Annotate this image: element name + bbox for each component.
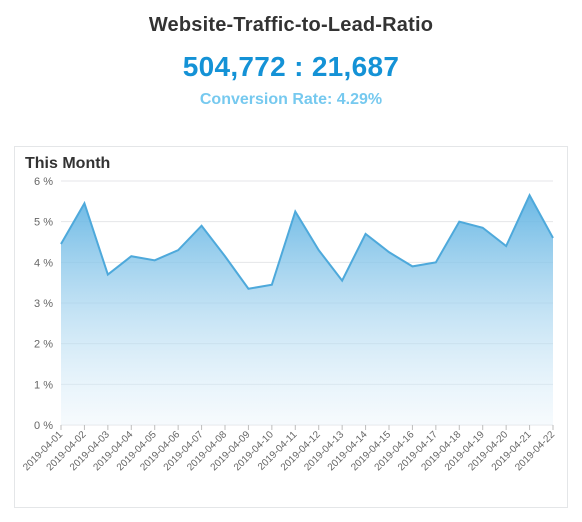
y-tick-label: 2 % — [34, 339, 53, 351]
y-tick-label: 4 % — [34, 257, 53, 269]
page-title: Website-Traffic-to-Lead-Ratio — [0, 0, 582, 37]
conversion-rate: Conversion Rate: 4.29% — [0, 91, 582, 109]
page: Website-Traffic-to-Lead-Ratio 504,772 : … — [0, 0, 582, 522]
y-tick-label: 5 % — [34, 217, 53, 229]
area-chart: 0 %1 %2 %3 %4 %5 %6 %2019-04-012019-04-0… — [15, 173, 567, 503]
y-tick-label: 1 % — [34, 379, 53, 391]
chart-card: This Month 0 %1 %2 %3 %4 %5 %6 %2019-04-… — [14, 146, 568, 508]
y-tick-label: 3 % — [34, 298, 53, 310]
y-tick-label: 6 % — [34, 176, 53, 188]
chart-title: This Month — [15, 147, 567, 173]
y-tick-label: 0 % — [34, 420, 53, 432]
traffic-lead-ratio: 504,772 : 21,687 — [0, 51, 582, 83]
